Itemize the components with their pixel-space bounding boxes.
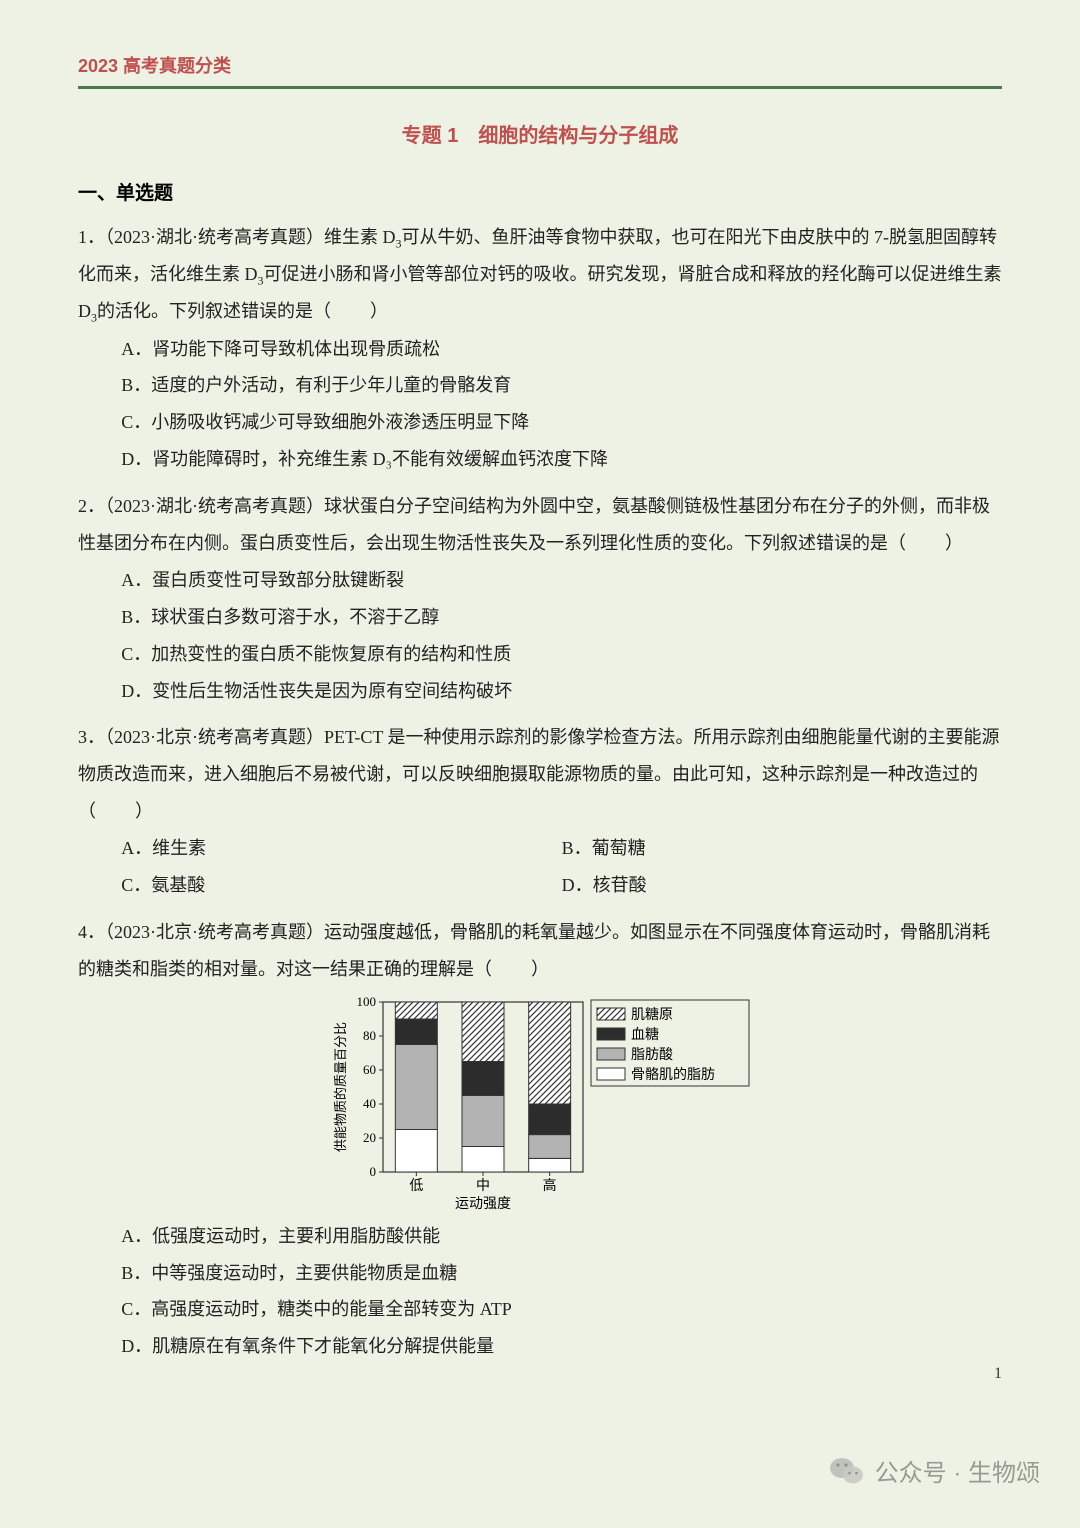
svg-text:骨骼肌的脂肪: 骨骼肌的脂肪	[631, 1067, 715, 1083]
question-stem: 3．（2023·北京·统考高考真题）PET-CT 是一种使用示踪剂的影像学检查方…	[78, 719, 1002, 830]
header-rule	[78, 86, 1002, 89]
question-3: 3．（2023·北京·统考高考真题）PET-CT 是一种使用示踪剂的影像学检查方…	[78, 719, 1002, 903]
svg-text:100: 100	[357, 994, 377, 1009]
svg-text:20: 20	[363, 1130, 376, 1145]
svg-text:供能物质的质量百分比: 供能物质的质量百分比	[333, 1022, 348, 1152]
svg-text:80: 80	[363, 1028, 376, 1043]
question-options: A．低强度运动时，主要利用脂肪酸供能B．中等强度运动时，主要供能物质是血糖C．高…	[78, 1218, 1002, 1366]
option: D．变性后生物活性丧失是因为原有空间结构破坏	[78, 673, 1002, 710]
svg-text:血糖: 血糖	[631, 1027, 659, 1043]
watermark-text: 公众号 · 生物颂	[875, 1453, 1040, 1488]
option: B．中等强度运动时，主要供能物质是血糖	[78, 1255, 1002, 1292]
svg-text:40: 40	[363, 1096, 376, 1111]
question-options: A．蛋白质变性可导致部分肽键断裂B．球状蛋白多数可溶于水，不溶于乙醇C．加热变性…	[78, 562, 1002, 710]
option: A．低强度运动时，主要利用脂肪酸供能	[78, 1218, 1002, 1255]
svg-text:中: 中	[476, 1178, 490, 1194]
option: D．核苷酸	[562, 867, 1002, 904]
question-stem: 2．（2023·湖北·统考高考真题）球状蛋白分子空间结构为外圆中空，氨基酸侧链极…	[78, 488, 1002, 562]
topic-title: 专题 1 细胞的结构与分子组成	[78, 119, 1002, 148]
option: C．高强度运动时，糖类中的能量全部转变为 ATP	[78, 1291, 1002, 1328]
document-page: 2023 高考真题分类 专题 1 细胞的结构与分子组成 一、单选题 1．（202…	[0, 0, 1080, 1415]
question-stem: 1．（2023·湖北·统考高考真题）维生素 D3可从牛奶、鱼肝油等食物中获取，也…	[78, 219, 1002, 331]
option: B．适度的户外活动，有利于少年儿童的骨骼发育	[78, 367, 1002, 404]
stacked-bar-chart: 0 20 40 60 80 100 供能物质的质量百分比低 中 高运动强度 肌糖原血糖脂肪酸骨骼肌…	[325, 994, 755, 1214]
svg-text:脂肪酸: 脂肪酸	[631, 1047, 673, 1063]
option: A．肾功能下降可导致机体出现骨质疏松	[78, 331, 1002, 368]
option: C．加热变性的蛋白质不能恢复原有的结构和性质	[78, 636, 1002, 673]
page-number: 1	[994, 1365, 1002, 1383]
question-4: 4．（2023·北京·统考高考真题）运动强度越低，骨骼肌的耗氧量越少。如图显示在…	[78, 914, 1002, 1365]
section-heading: 一、单选题	[78, 178, 1002, 205]
wechat-icon	[829, 1455, 865, 1487]
option: C．小肠吸收钙减少可导致细胞外液渗透压明显下降	[78, 404, 1002, 441]
question-2: 2．（2023·湖北·统考高考真题）球状蛋白分子空间结构为外圆中空，氨基酸侧链极…	[78, 488, 1002, 709]
svg-text:运动强度: 运动强度	[455, 1196, 511, 1212]
question-options: A．维生素B．葡萄糖C．氨基酸D．核苷酸	[78, 830, 1002, 904]
svg-text:肌糖原: 肌糖原	[631, 1007, 673, 1023]
question-1: 1．（2023·湖北·统考高考真题）维生素 D3可从牛奶、鱼肝油等食物中获取，也…	[78, 219, 1002, 478]
svg-text:60: 60	[363, 1062, 376, 1077]
questions-container: 1．（2023·湖北·统考高考真题）维生素 D3可从牛奶、鱼肝油等食物中获取，也…	[78, 219, 1002, 1365]
question-options: A．肾功能下降可导致机体出现骨质疏松B．适度的户外活动，有利于少年儿童的骨骼发育…	[78, 331, 1002, 479]
option: D．肾功能障碍时，补充维生素 D₃不能有效缓解血钙浓度下降	[78, 441, 1002, 478]
watermark: 公众号 · 生物颂	[829, 1453, 1040, 1488]
option: C．氨基酸	[121, 867, 561, 904]
option: B．球状蛋白多数可溶于水，不溶于乙醇	[78, 599, 1002, 636]
option: D．肌糖原在有氧条件下才能氧化分解提供能量	[78, 1328, 1002, 1365]
svg-text:低: 低	[409, 1178, 423, 1194]
question-stem: 4．（2023·北京·统考高考真题）运动强度越低，骨骼肌的耗氧量越少。如图显示在…	[78, 914, 1002, 988]
header-title: 2023 高考真题分类	[78, 52, 1002, 86]
option: A．蛋白质变性可导致部分肽键断裂	[78, 562, 1002, 599]
option: B．葡萄糖	[562, 830, 1002, 867]
q4-chart: 0 20 40 60 80 100 供能物质的质量百分比低 中 高运动强度 肌糖原血糖脂肪酸骨骼肌…	[78, 994, 1002, 1214]
svg-text:高: 高	[543, 1177, 557, 1194]
option: A．维生素	[121, 830, 561, 867]
svg-text:0: 0	[370, 1164, 377, 1179]
